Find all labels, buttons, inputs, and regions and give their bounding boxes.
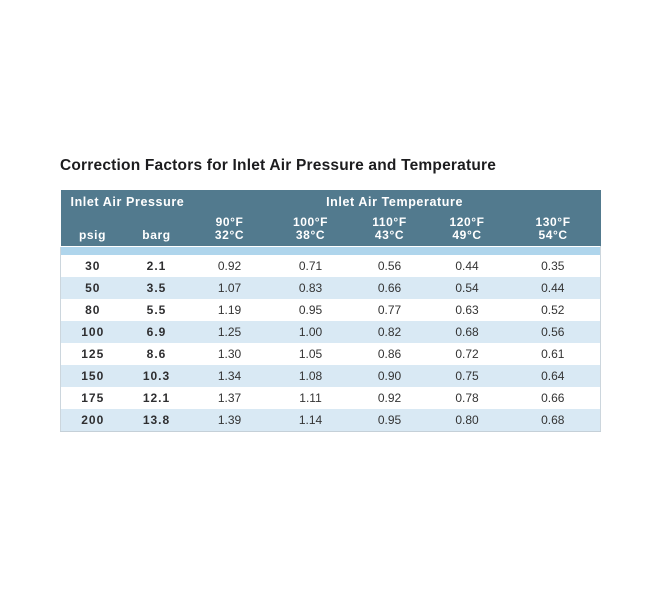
factor-cell: 0.92 — [188, 255, 271, 277]
factor-cell: 0.64 — [505, 365, 602, 387]
pressure-cell: 80 — [60, 299, 125, 321]
col-header-110f-celsius: 43°C — [374, 228, 405, 242]
factor-cell: 1.34 — [188, 365, 271, 387]
factor-cell: 1.00 — [270, 321, 351, 343]
factor-cell: 0.95 — [350, 409, 429, 432]
factor-cell: 0.56 — [505, 321, 602, 343]
factor-cell: 0.63 — [428, 299, 506, 321]
factor-cell: 1.37 — [188, 387, 271, 409]
factor-cell: 0.82 — [350, 321, 429, 343]
col-header-130f-celsius: 54°C — [538, 228, 568, 242]
table-row: 125 8.6 1.30 1.05 0.86 0.72 0.61 — [60, 343, 602, 365]
table-spacer-row — [59, 246, 602, 255]
factor-cell: 0.92 — [350, 387, 429, 409]
col-header-130f-fahrenheit: 130°F — [535, 215, 571, 229]
col-header-120f-celsius: 49°C — [452, 228, 482, 242]
col-header-psig: psig — [60, 214, 125, 247]
col-header-100f: 100°F 38°C — [270, 214, 351, 247]
table-group-header-row: Inlet Air Pressure Inlet Air Temperature — [60, 190, 601, 214]
pressure-cell: 13.8 — [124, 409, 189, 432]
group-header-inlet-air-pressure: Inlet Air Pressure — [60, 190, 189, 214]
table-row: 80 5.5 1.19 0.95 0.77 0.63 0.52 — [60, 299, 602, 321]
factor-cell: 0.80 — [428, 409, 506, 432]
table-row: 175 12.1 1.37 1.11 0.92 0.78 0.66 — [60, 387, 602, 409]
factor-cell: 1.30 — [188, 343, 271, 365]
pressure-cell: 150 — [60, 365, 125, 387]
factor-cell: 0.68 — [428, 321, 506, 343]
table-row: 50 3.5 1.07 0.83 0.66 0.54 0.44 — [60, 277, 602, 299]
pressure-cell: 2.1 — [124, 255, 189, 277]
factor-cell: 1.25 — [188, 321, 271, 343]
pressure-cell: 6.9 — [124, 321, 189, 343]
factor-cell: 0.68 — [505, 409, 602, 432]
table-row: 200 13.8 1.39 1.14 0.95 0.80 0.68 — [60, 409, 602, 432]
factor-cell: 0.66 — [350, 277, 429, 299]
factor-cell: 1.14 — [270, 409, 351, 432]
factor-cell: 1.11 — [270, 387, 351, 409]
factor-cell: 0.86 — [350, 343, 429, 365]
col-header-110f: 110°F 43°C — [350, 214, 429, 247]
pressure-cell: 175 — [60, 387, 125, 409]
factor-cell: 1.08 — [270, 365, 351, 387]
col-header-90f: 90°F 32°C — [188, 214, 271, 247]
factor-cell: 0.35 — [505, 255, 602, 277]
col-header-110f-fahrenheit: 110°F — [372, 215, 407, 229]
factor-cell: 0.72 — [428, 343, 506, 365]
factor-cell: 0.44 — [505, 277, 602, 299]
factor-cell: 0.54 — [428, 277, 506, 299]
col-header-130f: 130°F 54°C — [505, 214, 601, 247]
table-row: 150 10.3 1.34 1.08 0.90 0.75 0.64 — [60, 365, 602, 387]
factor-cell: 1.05 — [270, 343, 351, 365]
table-header: Inlet Air Pressure Inlet Air Temperature… — [59, 190, 602, 255]
pressure-cell: 30 — [60, 255, 125, 277]
col-header-90f-fahrenheit: 90°F — [215, 215, 244, 229]
pressure-cell: 125 — [60, 343, 125, 365]
page-title: Correction Factors for Inlet Air Pressur… — [60, 157, 497, 174]
pressure-cell: 12.1 — [124, 387, 189, 409]
col-header-psig-label: psig — [78, 228, 107, 242]
col-header-barg: barg — [124, 214, 189, 247]
factor-cell: 1.39 — [188, 409, 271, 432]
correction-factors-section: Correction Factors for Inlet Air Pressur… — [59, 156, 602, 432]
col-header-barg-label: barg — [142, 228, 171, 242]
factor-cell: 0.44 — [428, 255, 506, 277]
pressure-cell: 200 — [60, 409, 125, 432]
group-header-inlet-air-temperature: Inlet Air Temperature — [188, 190, 601, 214]
pressure-cell: 10.3 — [124, 365, 189, 387]
pressure-cell: 3.5 — [124, 277, 189, 299]
factor-cell: 0.66 — [505, 387, 602, 409]
col-header-100f-fahrenheit: 100°F — [292, 215, 329, 229]
factor-cell: 0.83 — [270, 277, 351, 299]
col-header-120f-fahrenheit: 120°F — [449, 215, 485, 229]
factor-cell: 1.19 — [188, 299, 271, 321]
factor-cell: 1.07 — [188, 277, 271, 299]
pressure-cell: 5.5 — [124, 299, 189, 321]
table-row: 30 2.1 0.92 0.71 0.56 0.44 0.35 — [60, 255, 602, 277]
correction-factors-table: Inlet Air Pressure Inlet Air Temperature… — [59, 190, 602, 432]
table-row: 100 6.9 1.25 1.00 0.82 0.68 0.56 — [60, 321, 602, 343]
factor-cell: 0.95 — [270, 299, 351, 321]
col-header-120f: 120°F 49°C — [428, 214, 506, 247]
factor-cell: 0.61 — [505, 343, 602, 365]
table-body: 30 2.1 0.92 0.71 0.56 0.44 0.35 50 3.5 1.07 0.83 0.… — [60, 255, 602, 432]
factor-cell: 0.56 — [350, 255, 429, 277]
col-header-100f-celsius: 38°C — [295, 228, 326, 242]
table-column-header-row: psig barg 90°F 32°C 100°F 38°C 110°F — [60, 214, 601, 247]
factor-cell: 0.78 — [428, 387, 506, 409]
table-spacer-cell — [59, 246, 602, 255]
factor-cell: 0.71 — [270, 255, 351, 277]
pressure-cell: 100 — [60, 321, 125, 343]
factor-cell: 0.90 — [350, 365, 429, 387]
factor-cell: 0.52 — [505, 299, 602, 321]
factor-cell: 0.75 — [428, 365, 506, 387]
pressure-cell: 8.6 — [124, 343, 189, 365]
col-header-90f-celsius: 32°C — [214, 228, 245, 242]
pressure-cell: 50 — [60, 277, 125, 299]
factor-cell: 0.77 — [350, 299, 429, 321]
